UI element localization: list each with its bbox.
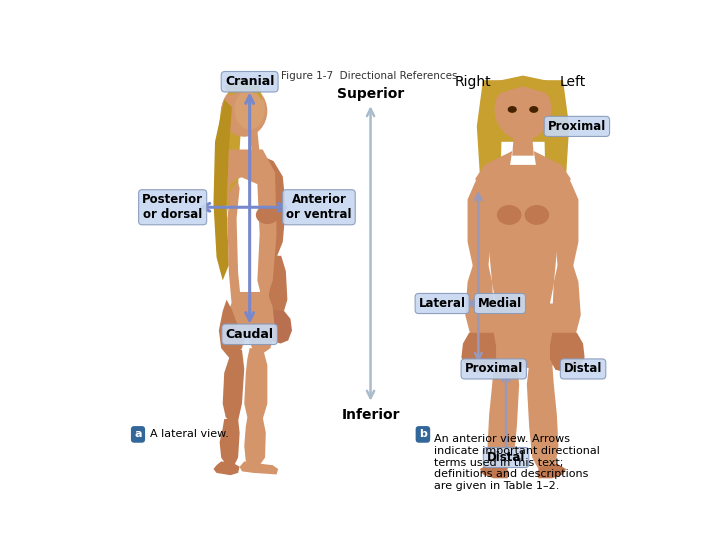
- Text: Caudal: Caudal: [225, 328, 274, 341]
- Polygon shape: [480, 464, 509, 478]
- Polygon shape: [222, 350, 244, 423]
- Polygon shape: [217, 88, 242, 207]
- Polygon shape: [219, 300, 242, 357]
- Text: Distal: Distal: [487, 451, 526, 464]
- Text: Lateral: Lateral: [418, 297, 466, 310]
- Text: a: a: [134, 429, 142, 440]
- Text: Proximal: Proximal: [548, 120, 606, 133]
- Text: Proximal: Proximal: [464, 362, 523, 375]
- Text: An anterior view. Arrows
indicate important directional
terms used in this text;: An anterior view. Arrows indicate import…: [434, 434, 600, 491]
- Ellipse shape: [530, 107, 538, 112]
- Polygon shape: [477, 80, 570, 246]
- Ellipse shape: [498, 206, 521, 224]
- Text: Left: Left: [560, 75, 586, 89]
- Polygon shape: [228, 292, 275, 354]
- Polygon shape: [227, 150, 276, 296]
- Polygon shape: [537, 464, 566, 478]
- Polygon shape: [555, 168, 578, 271]
- Ellipse shape: [256, 206, 278, 224]
- Text: Cranial: Cranial: [225, 75, 274, 88]
- Text: Figure 1-7  Directional References: Figure 1-7 Directional References: [281, 71, 457, 81]
- Text: Right: Right: [454, 75, 491, 89]
- Text: Anterior
or ventral: Anterior or ventral: [287, 193, 351, 221]
- Polygon shape: [552, 265, 581, 340]
- Polygon shape: [462, 333, 496, 373]
- Polygon shape: [550, 333, 585, 373]
- Text: Posterior
or dorsal: Posterior or dorsal: [142, 193, 203, 221]
- Polygon shape: [486, 165, 560, 311]
- Polygon shape: [467, 168, 490, 271]
- Polygon shape: [244, 348, 267, 421]
- Polygon shape: [213, 461, 240, 475]
- Ellipse shape: [526, 206, 549, 224]
- Polygon shape: [527, 363, 559, 471]
- Polygon shape: [465, 265, 494, 340]
- Ellipse shape: [222, 86, 266, 136]
- Polygon shape: [213, 99, 232, 280]
- Text: Superior: Superior: [337, 87, 404, 101]
- Polygon shape: [261, 156, 286, 259]
- Polygon shape: [534, 151, 571, 190]
- Ellipse shape: [508, 107, 516, 112]
- Polygon shape: [487, 363, 519, 471]
- Polygon shape: [240, 461, 278, 475]
- Polygon shape: [266, 309, 292, 343]
- Text: Distal: Distal: [564, 362, 602, 375]
- Polygon shape: [244, 417, 266, 467]
- Polygon shape: [250, 130, 260, 156]
- Text: b: b: [419, 429, 427, 440]
- Polygon shape: [224, 79, 263, 102]
- Polygon shape: [490, 76, 555, 102]
- Text: Medial: Medial: [478, 297, 522, 310]
- Polygon shape: [220, 419, 240, 467]
- Text: A lateral view.: A lateral view.: [150, 429, 228, 440]
- Polygon shape: [512, 136, 534, 156]
- Ellipse shape: [235, 90, 264, 129]
- Polygon shape: [483, 303, 563, 369]
- Text: Inferior: Inferior: [341, 408, 400, 422]
- Polygon shape: [475, 151, 512, 190]
- Polygon shape: [228, 153, 275, 315]
- Ellipse shape: [495, 79, 551, 139]
- Polygon shape: [267, 256, 287, 318]
